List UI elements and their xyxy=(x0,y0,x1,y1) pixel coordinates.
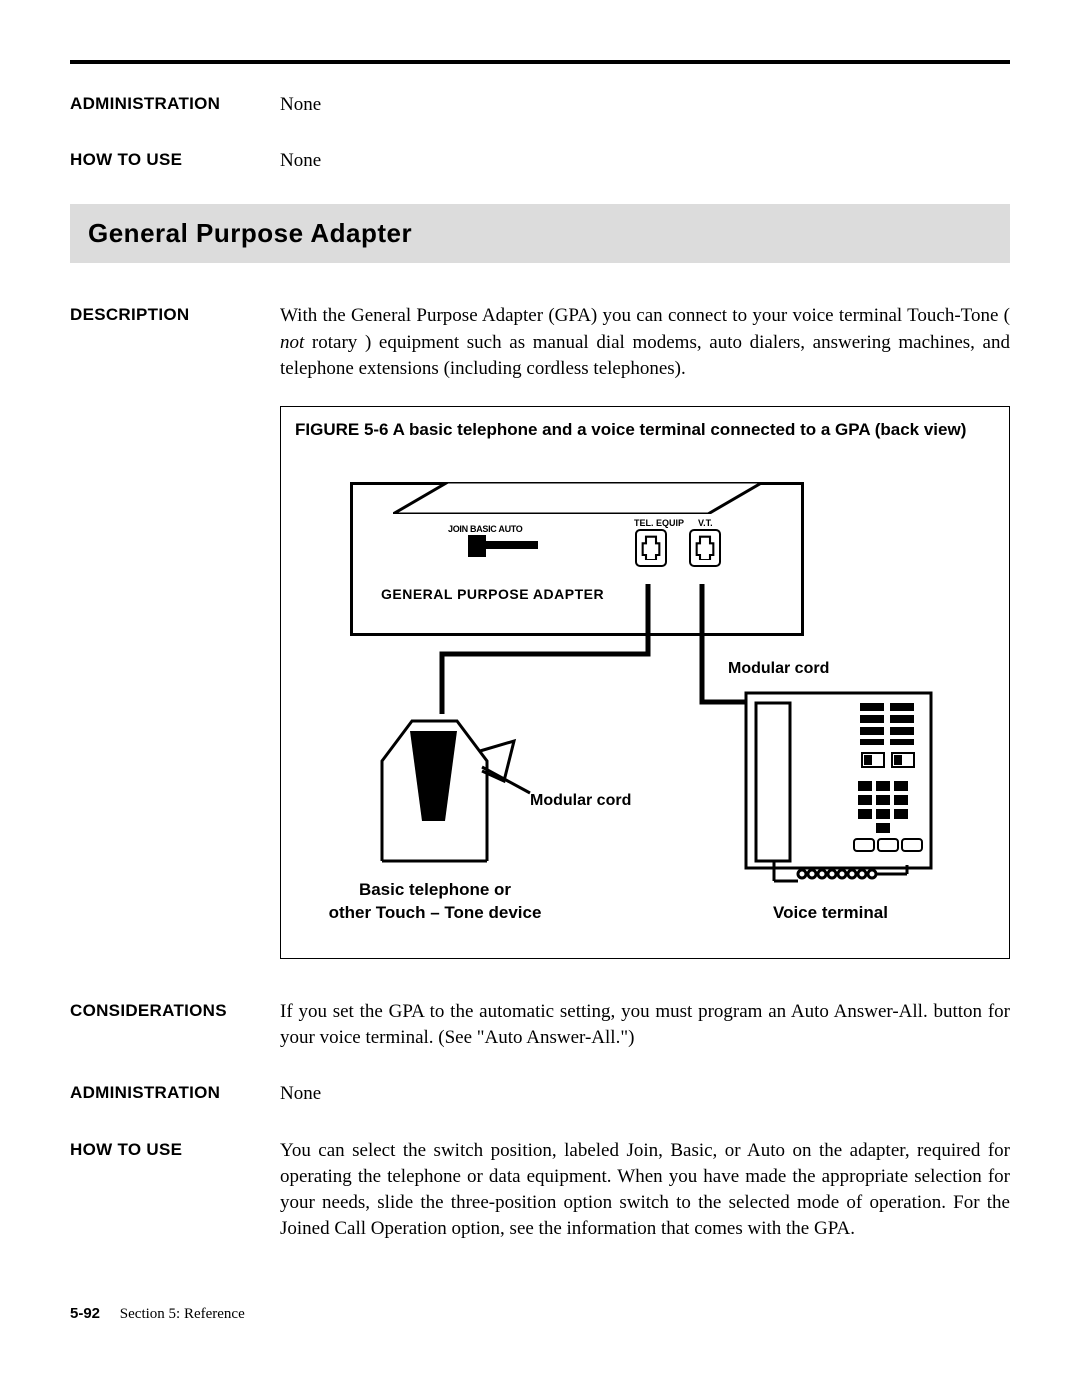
cord-label-1: Modular cord xyxy=(728,658,829,680)
description-text: With the General Purpose Adapter (GPA) y… xyxy=(280,303,1010,959)
figure-area: JOIN BASIC AUTO TEL. EQUIP V.T. xyxy=(295,454,995,942)
desc-a: With the General Purpose Adapter (GPA) y… xyxy=(280,305,1010,326)
voice-terminal xyxy=(742,689,937,894)
desc-italic: not xyxy=(280,332,304,353)
gpa-port-vt xyxy=(689,529,721,567)
value-administration: None xyxy=(280,92,1010,118)
considerations-text: If you set the GPA to the automatic sett… xyxy=(280,999,1010,1051)
row-administration-1: ADMINISTRATION None xyxy=(70,92,1010,118)
phone-caption-b: other Touch – Tone device xyxy=(329,903,542,922)
gpa-label: GENERAL PURPOSE ADAPTER xyxy=(381,585,604,604)
row-description: DESCRIPTION With the General Purpose Ada… xyxy=(70,303,1010,959)
page-number: 5-92 xyxy=(70,1305,100,1322)
gpa-switch-labels: JOIN BASIC AUTO xyxy=(448,523,523,535)
gpa-device: JOIN BASIC AUTO TEL. EQUIP V.T. xyxy=(350,482,804,636)
phone-caption: Basic telephone or other Touch – Tone de… xyxy=(315,879,555,925)
cord-label-2: Modular cord xyxy=(530,790,631,812)
row-administration-2: ADMINISTRATION None xyxy=(70,1081,1010,1107)
howtouse-text: You can select the switch position, labe… xyxy=(280,1138,1010,1243)
section-label: Section 5: Reference xyxy=(120,1306,245,1322)
label-description: DESCRIPTION xyxy=(70,303,280,325)
section-banner: General Purpose Adapter xyxy=(70,204,1010,263)
gpa-port2-label: V.T. xyxy=(698,517,713,529)
row-considerations: CONSIDERATIONS If you set the GPA to the… xyxy=(70,999,1010,1051)
value-administration-2: None xyxy=(280,1081,1010,1107)
label-administration: ADMINISTRATION xyxy=(70,92,280,114)
row-howtouse-1: HOW TO USE None xyxy=(70,148,1010,174)
value-howtouse: None xyxy=(280,148,1010,174)
rj-port-icon xyxy=(641,535,661,560)
page-footer: 5-92 Section 5: Reference xyxy=(70,1305,245,1323)
basic-telephone xyxy=(362,711,542,871)
page: ADMINISTRATION None HOW TO USE None Gene… xyxy=(0,0,1080,1353)
gpa-lid xyxy=(393,482,763,514)
label-howtouse: HOW TO USE xyxy=(70,148,280,170)
gpa-switch xyxy=(468,535,538,557)
label-administration-2: ADMINISTRATION xyxy=(70,1081,280,1103)
phone-caption-a: Basic telephone or xyxy=(359,880,511,899)
figure-box: FIGURE 5-6 A basic telephone and a voice… xyxy=(280,406,1010,959)
desc-b: rotary ) equipment such as manual dial m… xyxy=(280,332,1010,379)
vt-caption: Voice terminal xyxy=(773,901,888,924)
top-divider xyxy=(70,60,1010,64)
label-howtouse-2: HOW TO USE xyxy=(70,1138,280,1160)
gpa-port-tel xyxy=(635,529,667,567)
label-considerations: CONSIDERATIONS xyxy=(70,999,280,1021)
rj-port-icon xyxy=(695,535,715,560)
row-howtouse-2: HOW TO USE You can select the switch pos… xyxy=(70,1138,1010,1243)
figure-caption: FIGURE 5-6 A basic telephone and a voice… xyxy=(295,419,995,442)
gpa-port1-label: TEL. EQUIP xyxy=(634,517,684,529)
